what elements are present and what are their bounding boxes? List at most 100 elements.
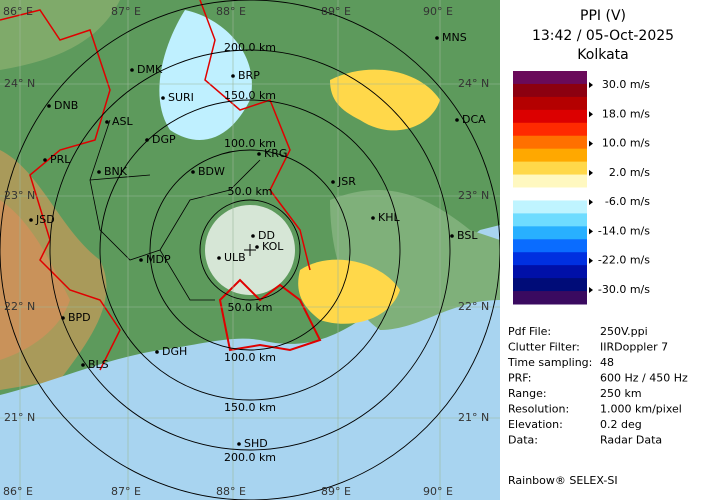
scale-band — [513, 265, 587, 279]
city-marker — [231, 74, 235, 78]
lat-label: 21° N — [4, 411, 35, 424]
scale-tick — [589, 140, 593, 147]
ring-label: 100.0 km — [224, 351, 276, 364]
lon-label: 89° E — [321, 5, 351, 18]
ring-label: 150.0 km — [224, 89, 276, 102]
scale-tick — [589, 199, 593, 206]
city-label: KOL — [262, 240, 284, 253]
state-border — [0, 9, 121, 371]
city-label: BPD — [68, 311, 91, 324]
range-ring — [149, 149, 351, 351]
info-key: Range: — [508, 387, 547, 400]
lon-label: 89° E — [321, 485, 351, 498]
range-ring — [99, 99, 401, 401]
sea — [0, 225, 500, 500]
lon-label: 88° E — [216, 485, 246, 498]
scale-band — [513, 161, 587, 176]
ring-label: 200.0 km — [224, 451, 276, 464]
product-title: PPI (V) — [580, 8, 626, 24]
info-value: 48 — [600, 356, 614, 369]
scale-tick — [589, 287, 593, 293]
site-name: Kolkata — [577, 47, 628, 63]
scale-label: 18.0 m/s — [602, 107, 650, 120]
city-label: SURI — [168, 91, 194, 104]
city-marker — [191, 170, 195, 174]
footer: Rainbow® SELEX-SI — [508, 474, 618, 487]
scale-label: 10.0 m/s — [602, 137, 650, 150]
city-marker — [145, 138, 149, 142]
range-ring — [199, 199, 301, 301]
lat-label: 23° N — [458, 189, 489, 202]
scale-tick — [589, 257, 593, 264]
lat-label: 24° N — [4, 77, 35, 90]
city-label: PRL — [50, 153, 71, 166]
lat-label: 22° N — [4, 300, 35, 313]
city-label: KHL — [378, 211, 400, 224]
city-marker — [237, 442, 241, 446]
city-marker — [81, 363, 85, 367]
scale-tick — [589, 82, 593, 88]
city-label: BRP — [238, 69, 260, 82]
city-marker — [61, 316, 65, 320]
info-key: Time sampling: — [507, 356, 592, 369]
lon-label: 88° E — [216, 5, 246, 18]
city-marker — [371, 216, 375, 220]
ring-label: 50.0 km — [227, 185, 272, 198]
lon-label: 86° E — [3, 485, 33, 498]
timestamp: 13:42 / 05-Oct-2025 — [532, 28, 674, 44]
city-marker — [251, 234, 255, 238]
scale-tick — [589, 169, 593, 176]
city-label: DGH — [162, 345, 187, 358]
scale-label: -30.0 m/s — [598, 283, 650, 296]
city-marker — [331, 180, 335, 184]
city-marker — [29, 218, 33, 222]
info-key: Resolution: — [508, 403, 569, 416]
city-marker — [105, 120, 109, 124]
lat-label: 23° N — [4, 189, 35, 202]
info-value: 600 Hz / 450 Hz — [600, 372, 688, 385]
hills — [0, 0, 120, 70]
city-marker — [257, 152, 261, 156]
scale-tick — [589, 111, 593, 118]
lon-label: 90° E — [423, 5, 453, 18]
scale-band — [513, 135, 587, 150]
scale-band — [513, 239, 587, 253]
ring-label: 100.0 km — [224, 137, 276, 150]
scale-label: 2.0 m/s — [609, 166, 650, 179]
city-label: KRG — [264, 147, 287, 160]
scale-band — [513, 122, 587, 137]
info-key: PRF: — [508, 372, 531, 385]
scale-band — [513, 291, 587, 305]
scale-band — [513, 200, 587, 214]
city-label: MDP — [146, 253, 171, 266]
scale-band — [513, 187, 587, 201]
city-label: DD — [258, 229, 275, 242]
city-label: BDW — [198, 165, 225, 178]
lat-label: 22° N — [458, 300, 489, 313]
info-value: 0.2 deg — [600, 418, 642, 431]
lat-label: 21° N — [458, 411, 489, 424]
info-key: Clutter Filter: — [508, 341, 580, 354]
city-marker — [455, 118, 459, 122]
city-label: DMK — [137, 63, 163, 76]
info-value: 1.000 km/pixel — [600, 403, 682, 416]
scale-band — [513, 278, 587, 292]
city-label: BLS — [88, 358, 109, 371]
ring-label: 150.0 km — [224, 401, 276, 414]
scale-label: -22.0 m/s — [598, 254, 650, 267]
highland — [0, 200, 70, 360]
lat-label: 24° N — [458, 77, 489, 90]
scale-band — [513, 148, 587, 163]
ring-label: 200.0 km — [224, 41, 276, 54]
lon-label: 87° E — [111, 5, 141, 18]
city-marker — [450, 234, 454, 238]
info-key: Data: — [508, 434, 538, 447]
scale-label: -14.0 m/s — [598, 224, 650, 237]
info-value: IIRDoppler 7 — [600, 341, 668, 354]
lon-label: 86° E — [3, 5, 33, 18]
rivers — [218, 278, 322, 352]
info-value: Radar Data — [600, 434, 662, 447]
city-label: SHD — [244, 437, 268, 450]
